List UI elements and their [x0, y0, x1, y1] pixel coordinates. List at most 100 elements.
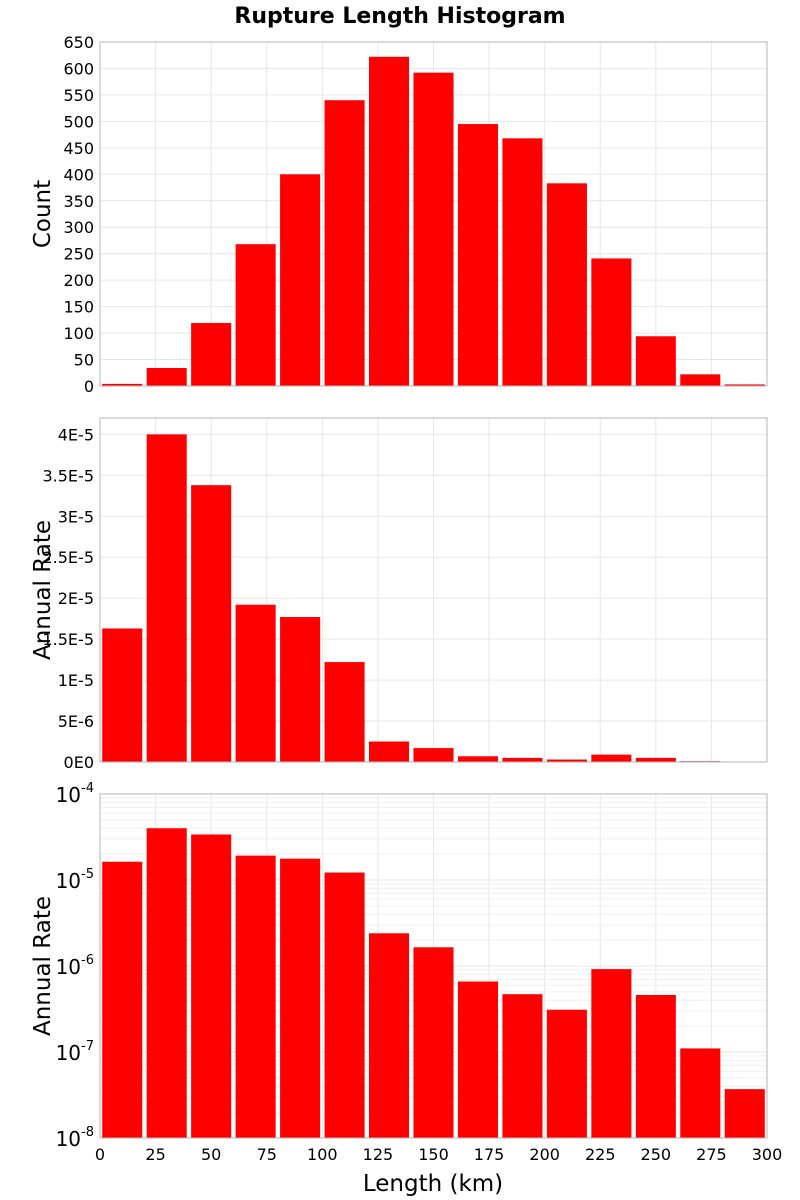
y-tick-label: 600 — [63, 59, 94, 78]
bar — [680, 1048, 721, 1138]
bar — [635, 757, 676, 762]
bar — [502, 994, 543, 1138]
x-tick-label: 250 — [641, 1145, 672, 1164]
bar — [324, 872, 365, 1138]
y-tick-label: 550 — [63, 86, 94, 105]
bar — [724, 1089, 765, 1138]
x-tick-label: 25 — [145, 1145, 165, 1164]
bar — [413, 748, 454, 762]
bar — [591, 969, 632, 1138]
y-tick-labels-rate-linear: 0E0 5E-6 1E-5 1.5E-5 2E-5 2.5E-5 3E-5 3.5E-5 4E-… — [42, 425, 94, 772]
x-tick-label: 125 — [363, 1145, 394, 1164]
x-tick-label: 300 — [752, 1145, 783, 1164]
bar — [102, 383, 143, 386]
y-axis-label: Annual Rate — [30, 520, 56, 660]
bar — [102, 628, 143, 762]
bar — [457, 981, 498, 1138]
panel-count: 0 50 100 150 200 250 300 350 400 450 500 550 600 650 C… — [30, 33, 768, 396]
plot-frame — [99, 793, 768, 1139]
bar — [502, 138, 543, 386]
y-tick-label: 450 — [63, 139, 94, 158]
y-tick-label: 1.5E-5 — [42, 630, 94, 649]
bar — [235, 604, 276, 762]
bar — [724, 384, 765, 386]
x-tick-label: 0 — [95, 1145, 105, 1164]
bar — [369, 56, 410, 387]
bars-count — [102, 56, 765, 387]
bar — [680, 374, 721, 386]
bar — [102, 861, 143, 1138]
y-tick-label: 3.5E-5 — [42, 466, 94, 485]
bar — [413, 72, 454, 387]
y-tick-label: 200 — [63, 271, 94, 290]
y-axis-label: Annual Rate — [30, 896, 56, 1036]
y-tick-label: 1E-5 — [58, 671, 94, 690]
bar — [369, 933, 410, 1138]
x-axis-label: Length (km) — [363, 1171, 503, 1197]
bar — [546, 183, 587, 386]
bar — [591, 754, 632, 762]
bar — [280, 617, 321, 762]
bar — [324, 662, 365, 762]
y-tick-label: 0E0 — [64, 753, 94, 772]
panel-rate-log: 10-8 10-7 10-6 10-5 10-4 Annual Rate — [30, 781, 768, 1151]
panel-rate-linear: 0E0 5E-6 1E-5 1.5E-5 2E-5 2.5E-5 3E-5 3.5E-5 4E-… — [30, 417, 768, 772]
y-tick-label: 10-4 — [56, 781, 94, 807]
bar — [413, 947, 454, 1138]
y-tick-label: 350 — [63, 192, 94, 211]
bar — [146, 368, 187, 386]
bar — [191, 834, 232, 1138]
y-tick-label: 10-8 — [56, 1125, 94, 1151]
plot-frame — [99, 417, 768, 763]
y-tick-label: 10-5 — [56, 867, 94, 893]
y-tick-label: 2.5E-5 — [42, 548, 94, 567]
y-tick-label: 2E-5 — [58, 589, 94, 608]
y-tick-label: 150 — [63, 298, 94, 317]
bar — [191, 323, 232, 386]
x-tick-label: 150 — [418, 1145, 449, 1164]
bar — [146, 434, 187, 762]
bar — [457, 756, 498, 762]
y-axis-label: Count — [30, 180, 56, 248]
y-tick-label: 650 — [63, 33, 94, 52]
bar — [280, 174, 321, 386]
x-tick-label: 75 — [257, 1145, 277, 1164]
y-tick-label: 10-7 — [56, 1039, 94, 1065]
y-tick-label: 4E-5 — [58, 425, 94, 444]
bar — [502, 757, 543, 762]
y-tick-label: 100 — [63, 324, 94, 343]
bar — [324, 100, 365, 386]
y-tick-label: 250 — [63, 245, 94, 264]
y-tick-label: 50 — [74, 351, 94, 370]
bar — [191, 485, 232, 762]
y-tick-label: 10-6 — [56, 953, 94, 979]
bar — [146, 828, 187, 1138]
y-tick-label: 400 — [63, 165, 94, 184]
y-tick-label: 3E-5 — [58, 507, 94, 526]
x-tick-label: 100 — [307, 1145, 338, 1164]
bar — [457, 124, 498, 387]
y-tick-label: 5E-6 — [58, 712, 94, 731]
chart-title: Rupture Length Histogram — [234, 4, 565, 29]
y-tick-label: 0 — [84, 377, 94, 396]
bar — [546, 759, 587, 762]
y-tick-labels-count: 0 50 100 150 200 250 300 350 400 450 500 550 600 650 — [63, 33, 94, 396]
plot-frame — [99, 41, 768, 387]
x-tick-label: 175 — [474, 1145, 505, 1164]
bar — [635, 995, 676, 1138]
bar — [235, 855, 276, 1138]
bar — [280, 858, 321, 1138]
y-tick-label: 300 — [63, 218, 94, 237]
bar — [369, 741, 410, 762]
bar — [635, 336, 676, 386]
x-tick-label: 225 — [585, 1145, 616, 1164]
bars-rate-linear — [102, 434, 765, 762]
bar — [591, 258, 632, 386]
x-tick-label: 275 — [696, 1145, 727, 1164]
x-tick-label: 200 — [529, 1145, 560, 1164]
y-tick-label: 500 — [63, 112, 94, 131]
y-tick-labels-rate-log: 10-8 10-7 10-6 10-5 10-4 — [56, 781, 94, 1151]
bar — [235, 244, 276, 386]
bars-rate-log — [102, 828, 765, 1138]
